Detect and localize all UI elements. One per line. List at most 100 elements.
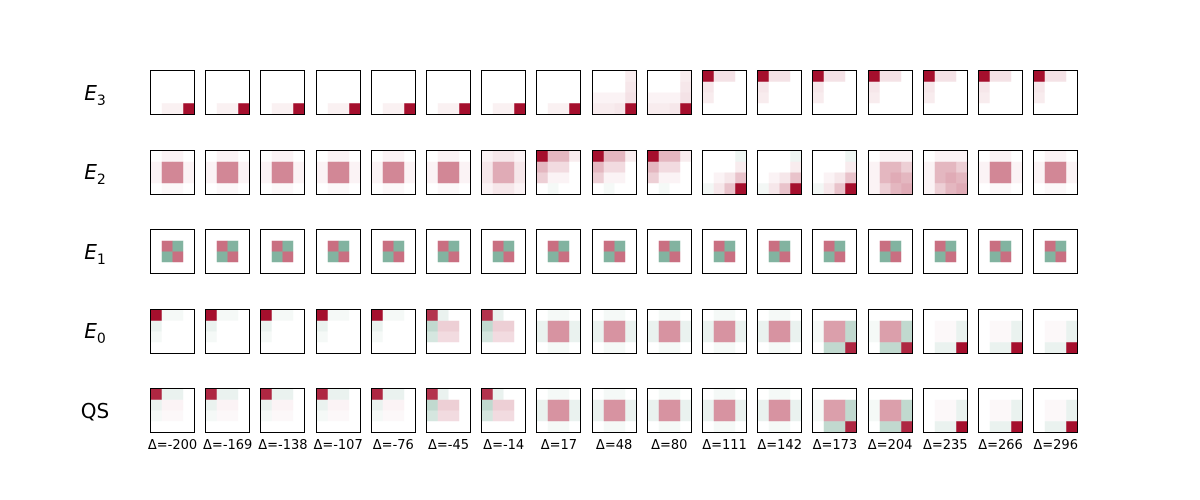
heatmap-pixel (537, 400, 549, 412)
heatmap-pixel (492, 410, 504, 422)
heatmap-pixel (724, 389, 736, 401)
heatmap-pixel (768, 161, 780, 173)
matrix-heatmap (151, 150, 194, 194)
heatmap-pixel (1011, 240, 1022, 252)
heatmap-pixel (879, 262, 891, 274)
heatmap-pixel (316, 103, 328, 114)
heatmap-pixel (404, 342, 415, 353)
heatmap-pixel (1055, 92, 1067, 104)
matrix-heatmap (592, 309, 636, 353)
heatmap-pixel (1044, 342, 1056, 353)
heatmap-pixel (569, 251, 581, 263)
heatmap-pixel (503, 251, 515, 263)
heatmap-pixel (1000, 161, 1012, 173)
heatmap-pixel (779, 320, 791, 332)
heatmap-pixel (558, 421, 570, 433)
heatmap-pixel (514, 389, 526, 401)
heatmap-pixel (845, 421, 857, 433)
heatmap-pixel (680, 150, 691, 162)
row-label-subscript: 3 (96, 92, 106, 109)
heatmap-pixel (459, 81, 470, 93)
heatmap-pixel (1011, 150, 1022, 162)
heatmap-pixel (338, 161, 350, 173)
heatmap-pixel (956, 342, 967, 353)
heatmap-pixel (658, 92, 670, 104)
heatmap-pixel (327, 410, 339, 422)
heatmap-pixel (206, 331, 218, 343)
heatmap-pixel (834, 410, 846, 422)
heatmap-pixel (558, 251, 570, 263)
heatmap-pixel (603, 251, 615, 263)
heatmap-pixel (879, 389, 891, 401)
heatmap-pixel (603, 421, 615, 433)
heatmap-pixel (1000, 262, 1012, 274)
heatmap-pixel (813, 161, 825, 173)
heatmap-pixel (979, 81, 990, 93)
heatmap-pixel (338, 92, 350, 104)
heatmap-pixel (206, 81, 218, 93)
heatmap-pixel (1066, 400, 1078, 412)
heatmap-pixel (492, 421, 504, 433)
heatmap-pixel (658, 342, 670, 353)
heatmap-pixel (592, 81, 604, 93)
heatmap-pixel (569, 172, 581, 184)
heatmap-pixel (1055, 309, 1067, 321)
heatmap-pixel (569, 400, 581, 412)
heatmap-pixel (282, 161, 294, 173)
heatmap-pixel (868, 262, 880, 274)
matrix-heatmap (261, 389, 305, 433)
heatmap-pixel (879, 172, 891, 184)
matrix-cell (757, 70, 803, 115)
heatmap-pixel (945, 161, 957, 173)
matrix-cell (702, 388, 747, 434)
heatmap-pixel (703, 342, 714, 353)
heatmap-pixel (603, 172, 615, 184)
matrix-cell (370, 308, 416, 354)
heatmap-pixel (879, 251, 891, 263)
heatmap-pixel (779, 230, 791, 242)
matrix-cell (260, 388, 306, 434)
heatmap-pixel (282, 262, 294, 274)
heatmap-pixel (238, 342, 250, 353)
heatmap-pixel (979, 92, 990, 104)
matrix-heatmap (151, 71, 194, 114)
heatmap-pixel (348, 182, 360, 194)
heatmap-pixel (172, 81, 184, 93)
heatmap-pixel (934, 240, 946, 252)
heatmap-pixel (890, 320, 902, 332)
heatmap-pixel (482, 230, 494, 242)
heatmap-pixel (845, 81, 857, 93)
heatmap-pixel (703, 320, 714, 332)
heatmap-pixel (956, 92, 967, 104)
matrix-heatmap (923, 150, 967, 194)
matrix-cell (646, 70, 692, 115)
column-label: Δ=204 (867, 438, 913, 453)
heatmap-pixel (183, 421, 194, 433)
heatmap-pixel (327, 161, 339, 173)
heatmap-pixel (758, 172, 770, 184)
heatmap-pixel (1055, 71, 1067, 82)
heatmap-pixel (1011, 182, 1022, 194)
matrix-heatmap (537, 71, 581, 114)
heatmap-pixel (724, 230, 736, 242)
matrix-heatmap (537, 230, 581, 274)
heatmap-pixel (293, 320, 305, 332)
heatmap-pixel (558, 240, 570, 252)
heatmap-pixel (227, 161, 239, 173)
heatmap-pixel (614, 389, 626, 401)
heatmap-pixel (382, 262, 394, 274)
heatmap-pixel (459, 150, 470, 162)
heatmap-pixel (900, 103, 912, 114)
matrix-heatmap (482, 389, 526, 433)
heatmap-pixel (371, 262, 383, 274)
heatmap-pixel (879, 230, 891, 242)
matrix-cell (536, 149, 582, 195)
heatmap-pixel (845, 150, 857, 162)
heatmap-pixel (879, 103, 891, 114)
heatmap-pixel (900, 320, 912, 332)
heatmap-pixel (813, 103, 825, 114)
heatmap-pixel (934, 230, 946, 242)
matrix-heatmap (1034, 71, 1078, 114)
heatmap-pixel (482, 81, 494, 93)
heatmap-pixel (371, 81, 383, 93)
